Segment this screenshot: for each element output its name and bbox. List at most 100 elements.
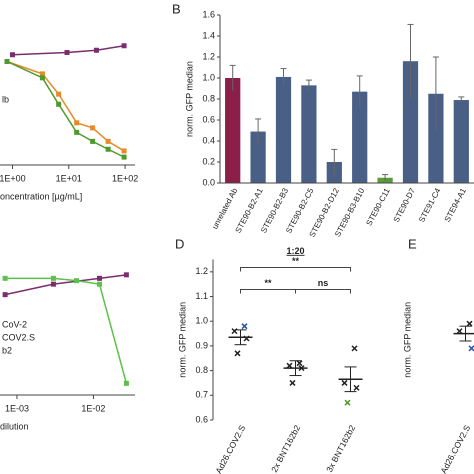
data-point	[468, 345, 474, 352]
data-point	[74, 129, 80, 135]
data-point	[344, 399, 351, 406]
data-point	[123, 380, 129, 386]
panel-label: E	[408, 236, 417, 251]
data-point	[105, 146, 111, 152]
y-tick-label: 1.4	[202, 30, 215, 40]
data-point	[39, 75, 45, 81]
x-tick-label: STE91-C4	[417, 186, 443, 224]
legend-text: b2	[2, 345, 12, 355]
data-point	[298, 365, 305, 372]
y-tick-label: 0.6	[202, 114, 215, 124]
x-tick-label: 1E+00	[0, 173, 26, 183]
data-point	[341, 379, 348, 386]
data-point	[4, 59, 10, 64]
data-point	[121, 43, 127, 49]
series-line	[6, 60, 125, 152]
data-point	[241, 323, 248, 330]
x-axis-label: dilution	[0, 421, 29, 431]
bar	[275, 76, 292, 183]
y-tick-label: 1.1	[195, 291, 208, 301]
data-point	[96, 275, 102, 281]
data-point	[456, 328, 463, 335]
data-point	[96, 281, 102, 287]
x-tick-label: 1E-03	[5, 403, 29, 413]
data-point	[50, 281, 56, 287]
bar	[301, 85, 317, 183]
y-tick-label: 1.2	[195, 266, 208, 276]
data-point	[289, 379, 296, 386]
data-point	[73, 278, 79, 284]
data-point	[353, 384, 360, 391]
chart-title: 1:20	[286, 246, 304, 256]
x-tick-label: STE90-C11	[364, 186, 392, 227]
data-point	[2, 292, 8, 298]
bar	[225, 78, 241, 183]
y-axis-label: norm. GFP median	[402, 302, 412, 378]
x-tick-label: 1x Ad26.COV2.S	[208, 423, 247, 474]
significance-label: ns	[318, 278, 329, 288]
data-point	[50, 275, 56, 281]
data-point	[231, 328, 238, 335]
legend-text: COV2.S	[2, 332, 35, 342]
data-point	[105, 138, 111, 144]
x-tick-label: unrelated Ab	[210, 186, 239, 230]
y-tick-label: 0.8	[195, 365, 208, 375]
data-point	[93, 47, 99, 53]
y-tick-label: 0.7	[195, 390, 208, 400]
y-axis-label: norm. GFP median	[184, 61, 194, 137]
data-point	[56, 101, 62, 107]
y-axis-label: norm. GFP median	[177, 302, 187, 378]
legend-text: lb	[2, 94, 9, 104]
x-tick-label: 1x Ad26.COV2.S	[433, 423, 472, 474]
bar	[453, 100, 469, 183]
significance-bracket	[240, 267, 351, 272]
x-tick-label: 1E+01	[56, 173, 82, 183]
y-tick-label: 1.6	[202, 9, 215, 19]
x-tick-label: 1E-02	[81, 403, 105, 413]
data-point	[56, 91, 62, 97]
data-point	[90, 138, 96, 144]
series-line	[5, 277, 128, 384]
y-tick-label: 1.0	[202, 72, 215, 82]
significance-label: **	[264, 278, 272, 288]
y-tick-label: 0.0	[202, 177, 215, 187]
data-point	[234, 350, 241, 357]
bar	[352, 91, 368, 183]
significance-bracket	[295, 289, 351, 294]
data-point	[90, 125, 96, 131]
data-point	[74, 120, 80, 126]
data-point	[296, 360, 303, 367]
x-axis-label: oncentration [µg/mL]	[0, 191, 82, 201]
x-tick-label: STE90-D7	[392, 186, 418, 224]
significance-bracket	[240, 289, 296, 294]
data-point	[9, 52, 15, 58]
bar	[250, 131, 266, 183]
significance-label: **	[292, 256, 300, 266]
data-point	[64, 50, 70, 55]
y-tick-label: 1.2	[202, 51, 215, 61]
data-point	[466, 320, 473, 327]
bar	[402, 61, 419, 184]
x-tick-label: 3x BNT162b2	[324, 423, 357, 474]
y-tick-label: 0.2	[202, 156, 215, 166]
y-tick-label: 0.6	[195, 414, 208, 424]
data-point	[286, 362, 293, 369]
panel-label: D	[175, 236, 184, 251]
legend-text: CoV-2	[2, 319, 27, 329]
data-point	[121, 148, 127, 154]
data-point	[243, 335, 250, 342]
data-point	[121, 154, 127, 160]
x-tick-label: 1E+02	[112, 173, 138, 183]
y-tick-label: 0.8	[202, 93, 215, 103]
x-tick-label: 2x BNT162b2	[269, 423, 302, 474]
y-tick-label: 0.4	[202, 135, 215, 145]
panel-label: B	[172, 1, 181, 16]
x-tick-label: STE94-A1	[443, 186, 469, 223]
data-point	[351, 345, 358, 352]
bar	[428, 93, 444, 183]
y-tick-label: 1.0	[195, 316, 208, 326]
data-point	[123, 272, 129, 278]
y-tick-label: 0.9	[195, 340, 208, 350]
data-point	[2, 275, 8, 281]
